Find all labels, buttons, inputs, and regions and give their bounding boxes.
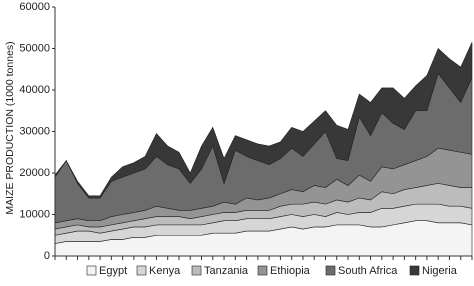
y-tick-label: 20000 xyxy=(19,167,50,179)
y-tick-label: 50000 xyxy=(19,42,50,54)
legend-label: Ethiopia xyxy=(270,265,311,277)
y-tick-label: 0 xyxy=(44,250,50,262)
y-axis-label: MAIZE PRODUCTION (1000 tonnes) xyxy=(4,41,16,214)
legend-label: Tanzania xyxy=(204,265,249,277)
legend-label: South Africa xyxy=(338,265,398,277)
legend-swatch xyxy=(409,265,420,276)
y-tick-label: 10000 xyxy=(19,208,50,220)
area xyxy=(54,42,473,199)
legend-label: Kenya xyxy=(149,265,181,277)
legend-swatch xyxy=(136,265,147,276)
y-tick-label: 60000 xyxy=(19,1,50,13)
y-tick-label: 40000 xyxy=(19,84,50,96)
legend-swatch xyxy=(191,265,202,276)
legend-label: Nigeria xyxy=(422,265,458,277)
legend-swatch xyxy=(257,265,268,276)
legend-swatch xyxy=(325,265,336,276)
legend-swatch xyxy=(86,265,97,276)
y-tick-label: 30000 xyxy=(19,125,50,137)
legend-label: Egypt xyxy=(99,265,127,277)
